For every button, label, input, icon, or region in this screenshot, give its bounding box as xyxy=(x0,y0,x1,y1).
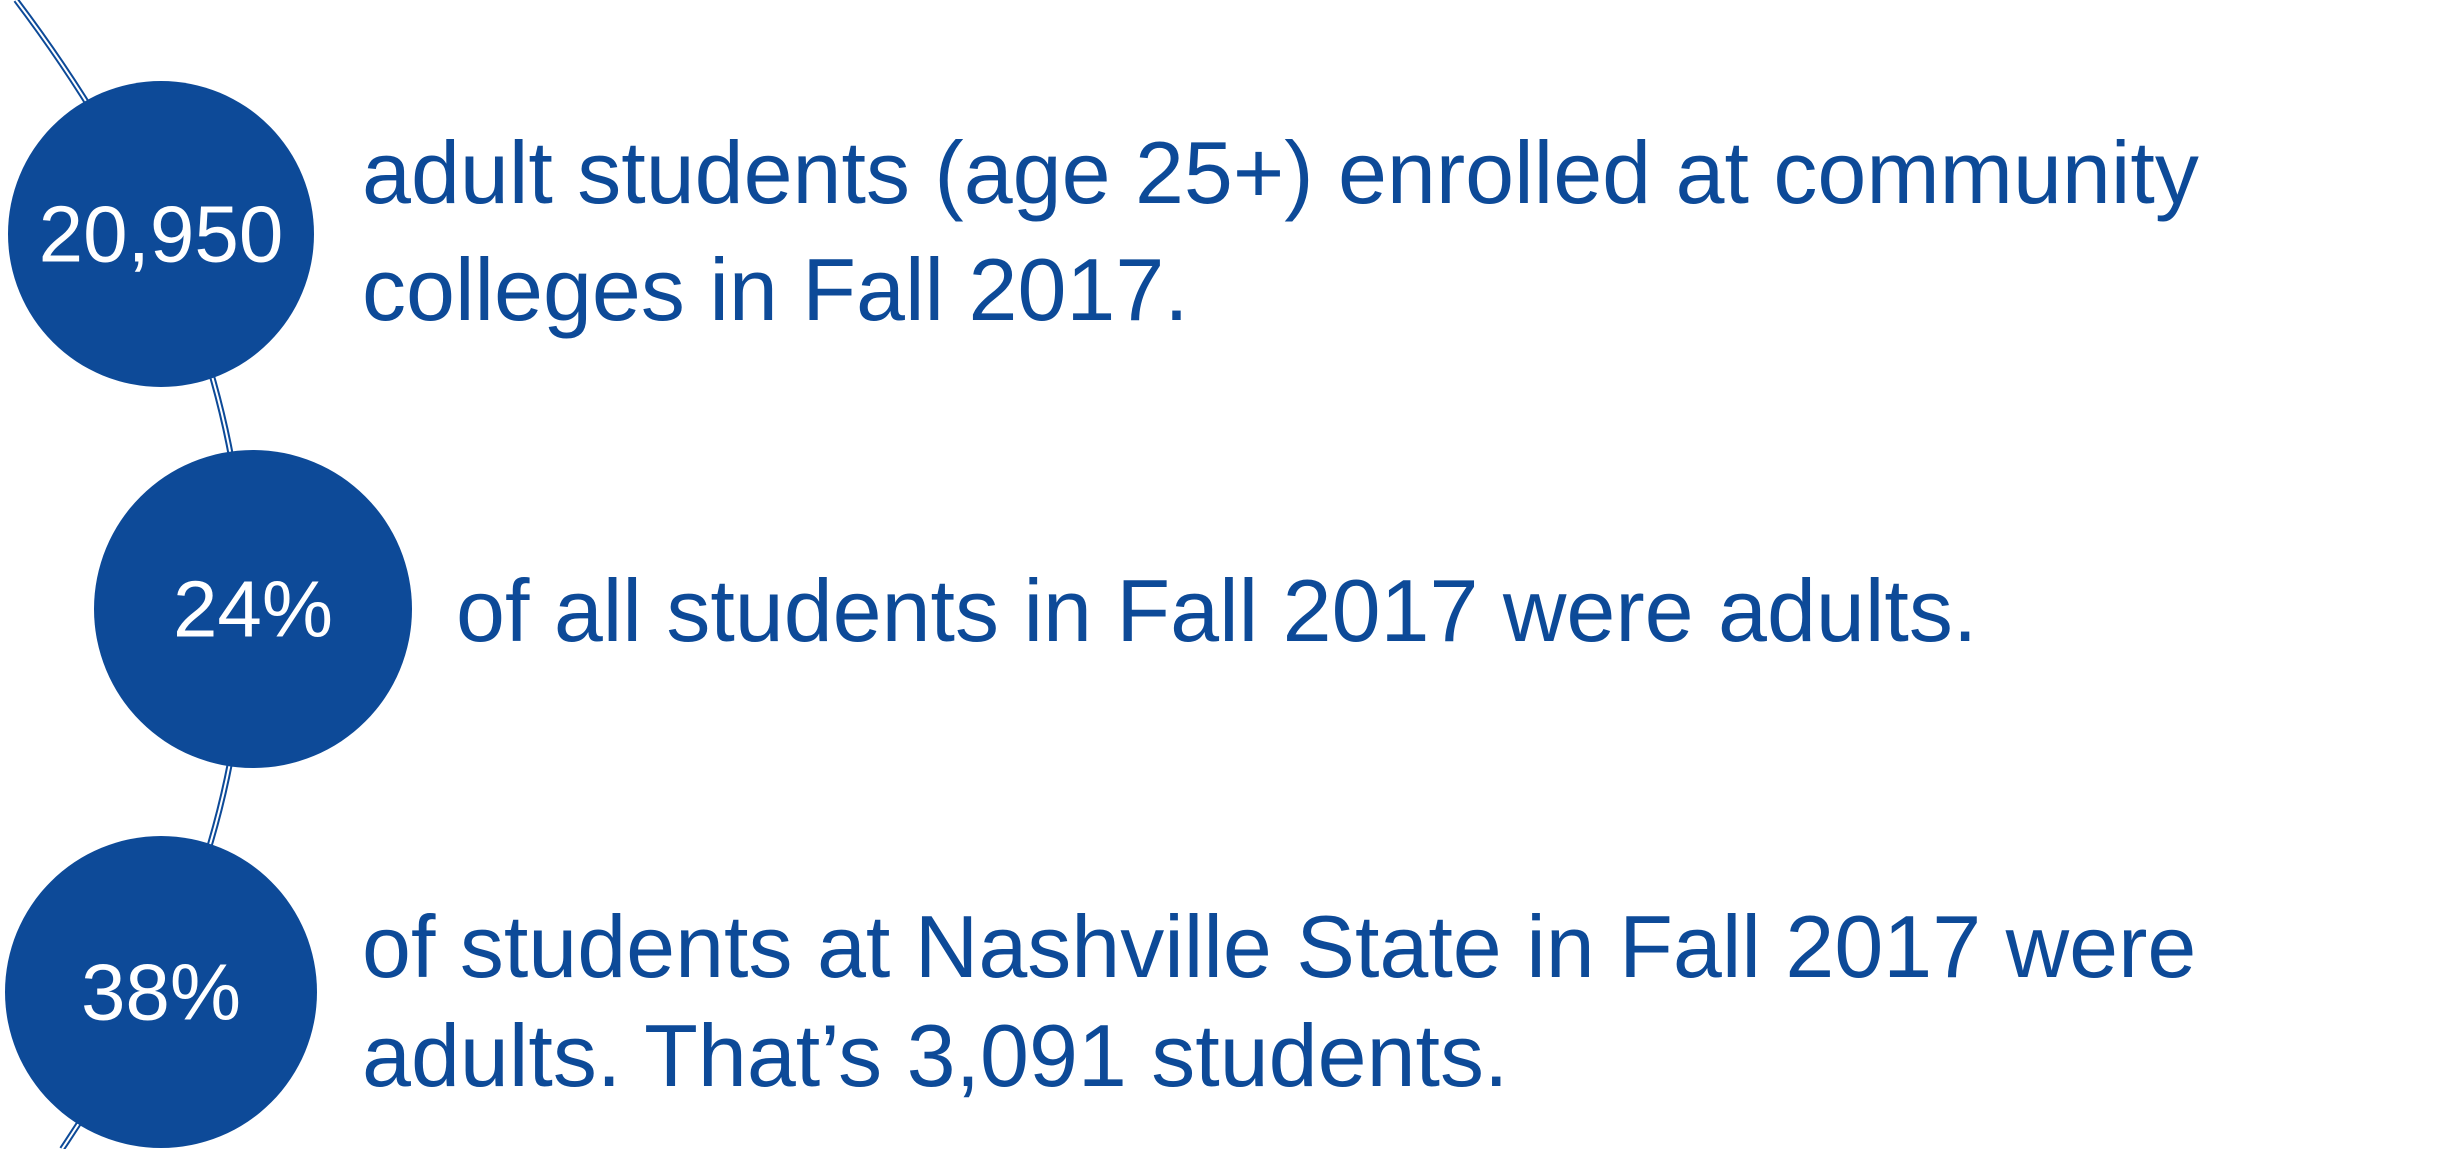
stat-value: 24% xyxy=(173,565,333,654)
stat-description: of students at Nashville State in Fall 2… xyxy=(362,897,2196,996)
stat-value: 20,950 xyxy=(39,190,284,279)
stat-description: adults. That’s 3,091 students. xyxy=(362,1006,1508,1105)
items: 20,950 adult students (age 25+) enrolled … xyxy=(5,81,2199,1148)
stat-circle xyxy=(8,81,314,387)
stat-description: colleges in Fall 2017. xyxy=(362,240,1189,339)
stat-value: 38% xyxy=(81,948,241,1037)
stat-description: of all students in Fall 2017 were adults… xyxy=(456,561,1977,660)
stat-circle xyxy=(5,836,317,1148)
stat-circle xyxy=(94,450,412,768)
stat-description: adult students (age 25+) enrolled at com… xyxy=(362,123,2199,222)
